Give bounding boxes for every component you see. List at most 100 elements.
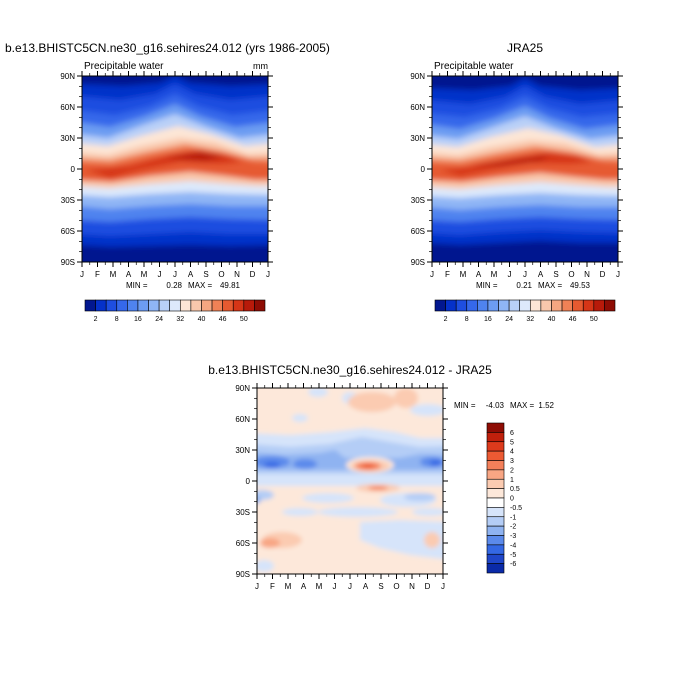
left-colorbar-label: 16 xyxy=(134,316,142,323)
right-colorbar-box xyxy=(540,299,552,312)
left-colorbar-box xyxy=(169,299,181,312)
left-xtick-label: J xyxy=(266,270,270,279)
bottom-xtick-label: J xyxy=(333,582,337,591)
left-min-value: 0.28 xyxy=(166,281,182,290)
left-colorbar-box xyxy=(243,299,255,312)
left-xtick-label: F xyxy=(95,270,100,279)
right-colorbar-label: 24 xyxy=(505,316,513,323)
right-colorbar-box xyxy=(551,299,563,312)
bottom-colorbar-label: -1 xyxy=(510,514,516,521)
right-colorbar-box xyxy=(508,299,521,312)
right-ytick-label: 30N xyxy=(410,134,425,143)
bottom-colorbar-label: -3 xyxy=(510,533,516,540)
bottom-colorbar-label: 1 xyxy=(510,477,514,484)
right-min-value: 0.21 xyxy=(516,281,532,290)
left-colorbar-box xyxy=(158,299,171,312)
bottom-ytick-label: 90N xyxy=(235,384,250,393)
right-min-label: MIN = xyxy=(476,281,498,290)
right-xtick-label: F xyxy=(445,270,450,279)
bottom-colorbar-box xyxy=(486,544,505,555)
bottom-colorbar-label: -2 xyxy=(510,524,516,531)
bottom-ytick-label: 60N xyxy=(235,415,250,424)
left-ytick-label: 90S xyxy=(61,258,75,267)
left-ytick-label: 30S xyxy=(61,196,75,205)
left-colorbar-box xyxy=(254,299,266,312)
panel-bottom-title: b.e13.BHISTC5CN.ne30_g16.sehires24.012 -… xyxy=(208,363,492,377)
bottom-xtick-label: D xyxy=(425,582,431,591)
bottom-colorbar-label: -0.5 xyxy=(510,505,522,512)
right-colorbar-box xyxy=(477,299,489,312)
bottom-xtick-label: M xyxy=(316,582,323,591)
bottom-colorbar-label: -6 xyxy=(510,561,516,568)
bottom-colorbar-label: -5 xyxy=(510,552,516,559)
left-colorbar-label: 8 xyxy=(115,316,119,323)
right-ytick-label: 60S xyxy=(411,227,425,236)
left-colorbar-label: 2 xyxy=(94,316,98,323)
right-xtick-label: M xyxy=(491,270,498,279)
left-colorbar-label: 40 xyxy=(198,316,206,323)
bottom-xtick-label: O xyxy=(393,582,399,591)
bottom-colorbar-box xyxy=(486,497,505,508)
right-colorbar-label: 46 xyxy=(569,316,577,323)
right-subtitle: Precipitable water xyxy=(434,61,514,72)
right-xtick-label: J xyxy=(508,270,512,279)
left-ytick-label: 90N xyxy=(60,72,75,81)
bottom-ytick-label: 60S xyxy=(236,539,250,548)
bottom-colorbar-label: 3 xyxy=(510,458,514,465)
bottom-colorbar-box xyxy=(486,525,505,536)
bottom-colorbar-label: 5 xyxy=(510,439,514,446)
bottom-colorbar-box xyxy=(486,516,505,527)
bottom-colorbar-box xyxy=(486,478,505,489)
bottom-xtick-label: S xyxy=(378,582,383,591)
bottom-colorbar-box xyxy=(486,488,505,499)
bottom-min-value: -4.03 xyxy=(486,401,505,410)
bottom-xtick-label: A xyxy=(301,582,307,591)
left-stats: MIN = 0.28 MAX = 49.81 xyxy=(126,281,241,290)
left-colorbar-box xyxy=(211,299,223,312)
left-colorbar-box xyxy=(148,299,160,312)
right-max-label: MAX = xyxy=(538,281,563,290)
bottom-xtick-label: N xyxy=(409,582,415,591)
left-colorbar-box xyxy=(179,299,192,312)
bottom-ytick-label: 30S xyxy=(236,508,250,517)
right-colorbar-label: 8 xyxy=(465,316,469,323)
left-colorbar-box xyxy=(222,299,234,312)
left-xtick-label: O xyxy=(218,270,224,279)
bottom-colorbar-box xyxy=(486,422,505,433)
bottom-colorbar: 6 5 4 3 2 1 0.5 0 -0.5 -1 -2 -3 -4 -5 -6 xyxy=(486,422,522,574)
right-colorbar-label: 2 xyxy=(444,316,448,323)
left-ytick-label: 60S xyxy=(61,227,75,236)
left-colorbar-box xyxy=(95,299,107,312)
left-xtick-label: J xyxy=(158,270,162,279)
left-colorbar-label: 46 xyxy=(219,316,227,323)
bottom-xtick-label: J xyxy=(441,582,445,591)
right-xtick-label: J xyxy=(430,270,434,279)
panel-left-title: b.e13.BHISTC5CN.ne30_g16.sehires24.012 (… xyxy=(5,41,330,55)
right-ytick-label: 90N xyxy=(410,72,425,81)
left-colorbar: 2 8 16 24 32 40 46 50 xyxy=(84,299,266,323)
right-xtick-label: A xyxy=(538,270,544,279)
left-colorbar-box xyxy=(190,299,202,312)
right-colorbar-box xyxy=(434,299,446,312)
left-colorbar-label: 32 xyxy=(176,316,184,323)
left-ytick-label: 60N xyxy=(60,103,75,112)
bottom-colorbar-label: 6 xyxy=(510,430,514,437)
left-xtick-label: J xyxy=(173,270,177,279)
bottom-colorbar-box xyxy=(486,535,505,546)
right-colorbar-label: 16 xyxy=(484,316,492,323)
right-ytick-label: 0 xyxy=(421,165,426,174)
left-ytick-label: 30N xyxy=(60,134,75,143)
left-colorbar-box xyxy=(84,299,96,312)
bottom-colorbar-label: 0 xyxy=(510,496,514,503)
bottom-colorbar-box xyxy=(486,507,505,518)
right-colorbar-box xyxy=(498,299,510,312)
bottom-xtick-label: J xyxy=(348,582,352,591)
right-xtick-label: N xyxy=(584,270,590,279)
bottom-stats: MIN = -4.03 MAX = 1.52 xyxy=(454,401,555,410)
right-xtick-label: J xyxy=(616,270,620,279)
